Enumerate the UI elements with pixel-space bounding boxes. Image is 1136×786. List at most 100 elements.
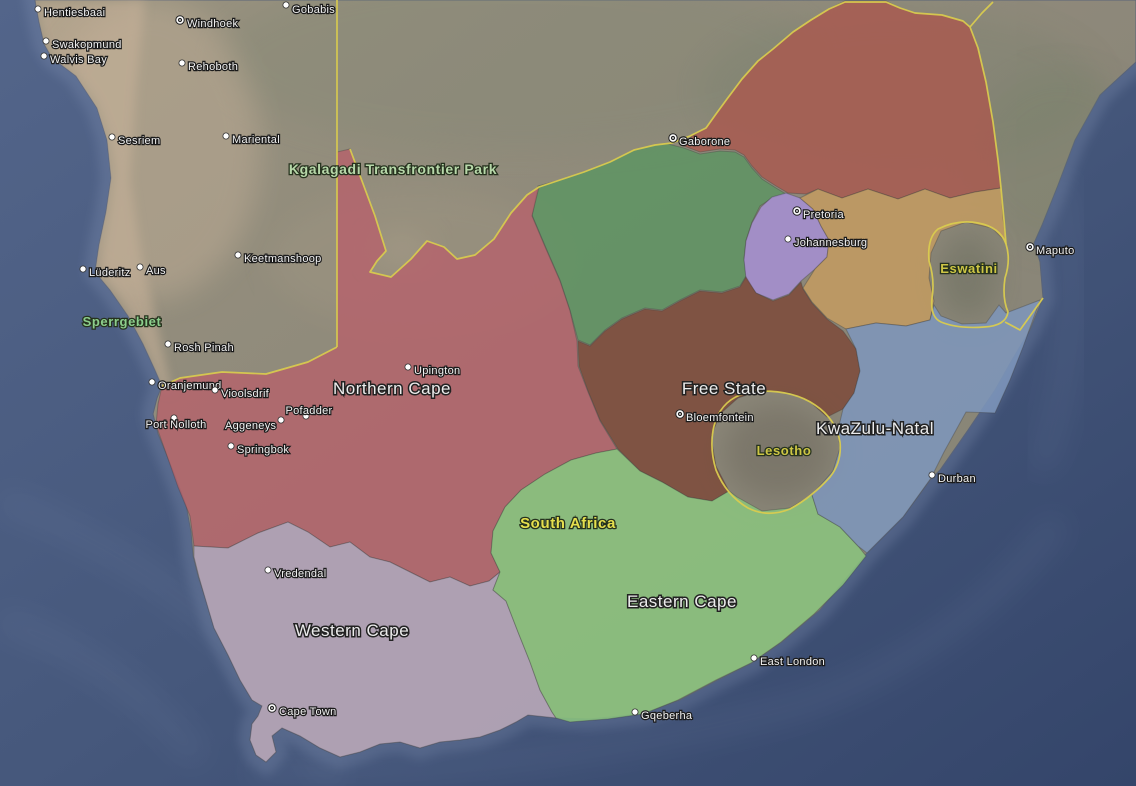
city-marker-rosh-pinah[interactable]: Rosh Pinah xyxy=(164,340,235,355)
city-marker-pofadder[interactable]: Pofadder xyxy=(284,404,333,420)
city-dot-icon[interactable] xyxy=(79,265,87,273)
city-label: Cape Town xyxy=(279,706,337,718)
country-border xyxy=(161,346,338,387)
city-marker-springbok[interactable]: Springbok xyxy=(227,442,290,457)
city-marker-vioolsdrif[interactable]: Vioolsdrif xyxy=(211,386,271,401)
city-marker-mariental[interactable]: Mariental xyxy=(222,132,281,147)
city-marker-aggeneys[interactable]: Aggeneys xyxy=(224,416,285,433)
park-label: Kgalagadi Transfrontier Park xyxy=(289,161,497,177)
city-dot-icon[interactable] xyxy=(282,1,290,9)
city-label: Sesriem xyxy=(118,135,160,147)
city-marker-oranjemund[interactable]: Oranjemund xyxy=(148,378,222,393)
city-marker-hentiesbaai[interactable]: Hentiesbaai xyxy=(34,5,106,20)
city-marker-upington[interactable]: Upington xyxy=(404,363,461,378)
city-label: Gobabis xyxy=(292,4,335,16)
country-label: South Africa xyxy=(520,515,616,532)
city-dot-icon[interactable] xyxy=(234,251,242,259)
city-marker-cape-town[interactable]: Cape Town xyxy=(267,703,337,719)
country-label: Lesotho xyxy=(757,443,812,458)
western-cape-region[interactable] xyxy=(193,521,558,763)
city-marker-gobabis[interactable]: Gobabis xyxy=(282,1,336,17)
country-border xyxy=(969,1,994,28)
city-label: Vioolsdrif xyxy=(221,388,270,400)
city-marker-durban[interactable]: Durban xyxy=(928,471,977,486)
city-dot-icon[interactable] xyxy=(222,132,230,140)
city-dot-icon[interactable] xyxy=(42,37,50,45)
city-dot-icon[interactable] xyxy=(631,708,639,716)
country-border xyxy=(1004,297,1044,331)
city-marker-east-london[interactable]: East London xyxy=(750,654,826,669)
city-dot-icon[interactable] xyxy=(178,59,186,67)
country-borders-layer xyxy=(161,0,1044,515)
city-label: Rosh Pinah xyxy=(174,342,234,354)
city-marker-keetmanshoop[interactable]: Keetmanshoop xyxy=(234,251,323,266)
city-marker-sesriem[interactable]: Sesriem xyxy=(108,133,161,148)
city-label: Springbok xyxy=(237,444,289,456)
city-marker-vredendal[interactable]: Vredendal xyxy=(264,566,327,581)
city-marker-port-nolloth[interactable]: Port Nolloth xyxy=(144,414,207,432)
city-dot-icon[interactable] xyxy=(148,378,156,386)
kwazulu-natal-region[interactable] xyxy=(811,299,1041,554)
city-dot-icon[interactable] xyxy=(227,442,235,450)
city-label: Oranjemund xyxy=(158,380,222,392)
ocean-ridge xyxy=(249,512,1071,784)
terrain-blotch xyxy=(723,404,833,500)
city-marker-maputo[interactable]: Maputo xyxy=(1025,242,1075,258)
country-border xyxy=(349,1,971,278)
city-label: East London xyxy=(760,656,825,668)
capital-city-icon-center xyxy=(796,210,798,212)
city-dot-icon[interactable] xyxy=(40,52,48,60)
terrain-blotch xyxy=(220,0,820,150)
country-label: Eswatini xyxy=(940,261,998,276)
city-dot-icon[interactable] xyxy=(136,263,144,271)
park-label: Sperrgebiet xyxy=(83,314,162,329)
country-border xyxy=(927,221,1010,329)
city-label: Vredendal xyxy=(274,568,326,580)
city-label: Johannesburg xyxy=(794,237,867,249)
city-marker-bloemfontein[interactable]: Bloemfontein xyxy=(675,409,755,425)
capital-city-icon-center xyxy=(1029,246,1031,248)
city-marker-l-deritz[interactable]: Lüderitz xyxy=(79,265,131,280)
city-dot-icon[interactable] xyxy=(108,133,116,141)
city-label: Mariental xyxy=(232,134,280,146)
city-label: Gaborone xyxy=(679,136,730,148)
city-dot-icon[interactable] xyxy=(264,566,272,574)
city-label: Pretoria xyxy=(803,209,844,221)
city-label: Port Nolloth xyxy=(145,419,206,431)
city-dot-icon[interactable] xyxy=(170,414,178,422)
city-dot-icon[interactable] xyxy=(750,654,758,662)
city-marker-gqeberha[interactable]: Gqeberha xyxy=(631,708,694,723)
city-marker-swakopmund[interactable]: Swakopmund xyxy=(42,37,123,52)
city-marker-walvis-bay[interactable]: Walvis Bay xyxy=(40,52,108,67)
terrain-blotch xyxy=(938,231,998,319)
city-dot-icon[interactable] xyxy=(34,5,42,13)
city-label: Keetmanshoop xyxy=(244,253,322,265)
city-label: Aus xyxy=(146,265,166,277)
city-marker-gaborone[interactable]: Gaborone xyxy=(668,133,731,149)
city-marker-aus[interactable]: Aus xyxy=(136,263,167,278)
city-dot-icon[interactable] xyxy=(302,412,310,420)
ocean-ridge xyxy=(1027,177,1085,475)
city-label: Bloemfontein xyxy=(686,412,754,424)
country-border xyxy=(711,389,842,515)
city-label: Durban xyxy=(938,473,976,485)
labels-layer: Kgalagadi Transfrontier Park Sperrgebiet S… xyxy=(34,1,1075,723)
capital-city-icon-center xyxy=(672,137,674,139)
province-label: Northern Cape xyxy=(333,379,451,398)
city-dot-icon[interactable] xyxy=(211,386,219,394)
province-label: KwaZulu-Natal xyxy=(816,419,934,438)
city-marker-pretoria[interactable]: Pretoria xyxy=(792,206,845,222)
city-dot-icon[interactable] xyxy=(928,471,936,479)
city-dot-icon[interactable] xyxy=(784,235,792,243)
city-dot-icon[interactable] xyxy=(277,416,285,424)
city-dot-icon[interactable] xyxy=(404,363,412,371)
eastern-cape-region[interactable] xyxy=(490,448,867,723)
city-marker-rehoboth[interactable]: Rehoboth xyxy=(178,59,239,74)
city-marker-johannesburg[interactable]: Johannesburg xyxy=(784,235,868,250)
city-marker-windhoek[interactable]: Windhoek xyxy=(175,15,239,31)
city-label: Upington xyxy=(414,365,460,377)
city-dot-icon[interactable] xyxy=(164,340,172,348)
capital-city-icon-center xyxy=(179,19,181,21)
